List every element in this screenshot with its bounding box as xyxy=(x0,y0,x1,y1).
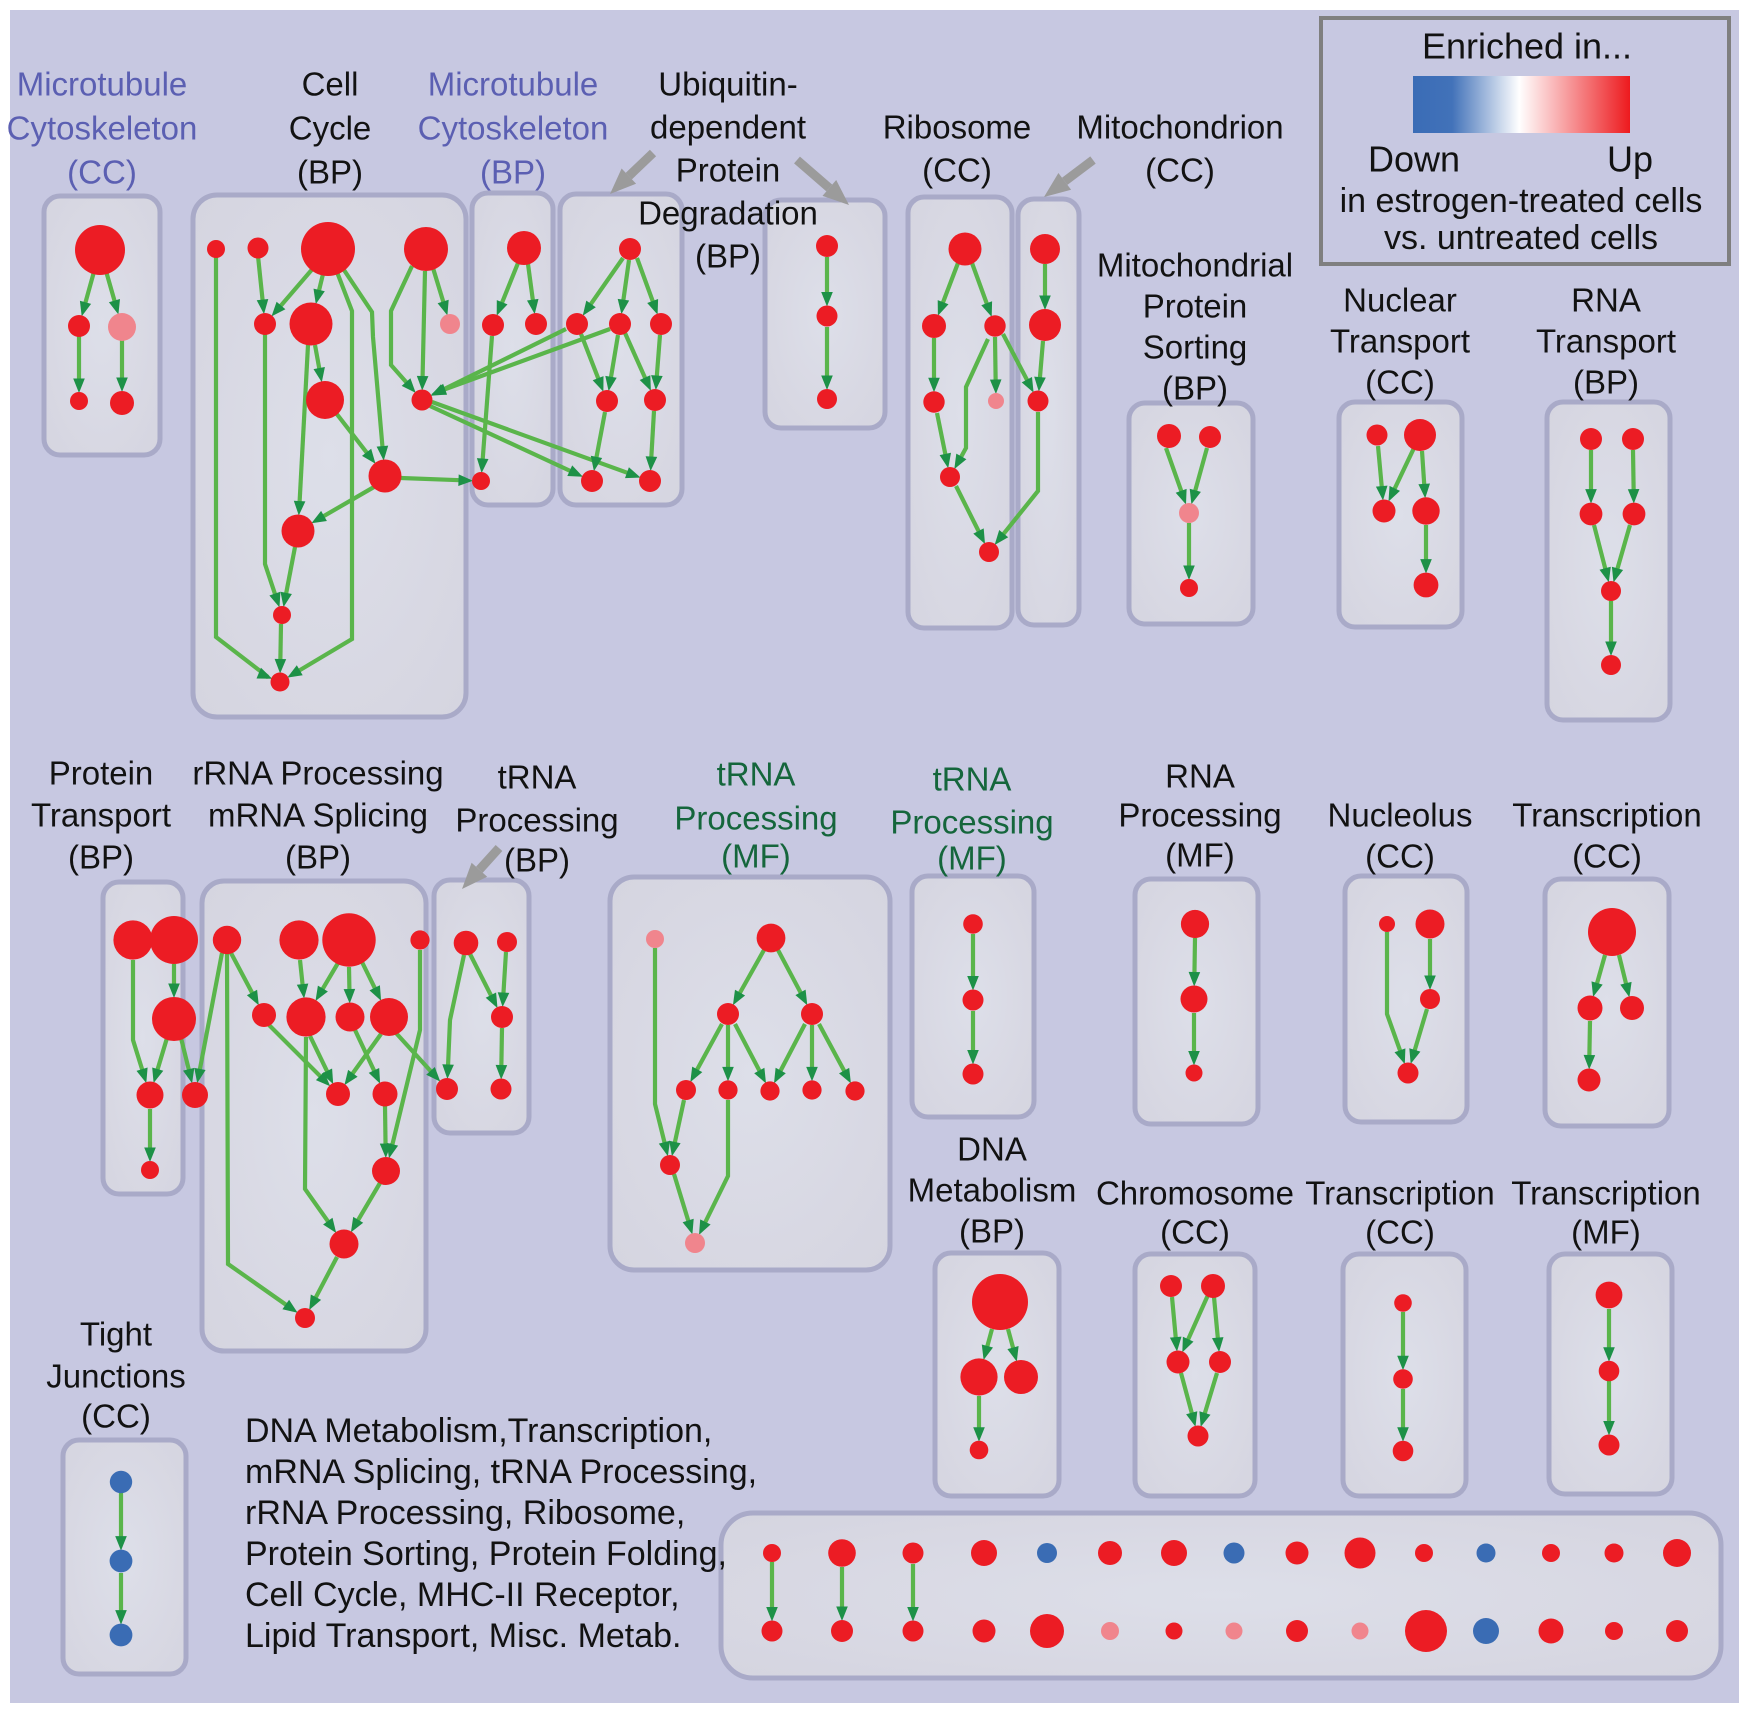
svg-text:(CC): (CC) xyxy=(81,1398,151,1435)
svg-text:(BP): (BP) xyxy=(480,154,546,191)
svg-text:vs. untreated cells: vs. untreated cells xyxy=(1384,219,1658,257)
svg-text:Transport: Transport xyxy=(1536,323,1676,360)
svg-text:Protein: Protein xyxy=(49,755,154,792)
svg-text:Metabolism: Metabolism xyxy=(908,1172,1077,1209)
svg-text:dependent: dependent xyxy=(650,109,806,146)
svg-text:(BP): (BP) xyxy=(695,238,761,275)
svg-text:Sorting: Sorting xyxy=(1143,329,1248,366)
svg-text:(CC): (CC) xyxy=(1572,838,1642,875)
svg-text:Transcription: Transcription xyxy=(1512,797,1702,834)
svg-text:(BP): (BP) xyxy=(68,839,134,876)
svg-text:Enriched in...: Enriched in... xyxy=(1422,26,1632,67)
svg-text:Degradation: Degradation xyxy=(638,195,818,232)
svg-text:(MF): (MF) xyxy=(1571,1214,1641,1251)
svg-text:Cell: Cell xyxy=(302,66,359,103)
svg-text:(BP): (BP) xyxy=(504,842,570,879)
svg-text:in estrogen-treated cells: in estrogen-treated cells xyxy=(1340,182,1703,220)
svg-text:(BP): (BP) xyxy=(285,839,351,876)
svg-text:DNA: DNA xyxy=(957,1131,1027,1168)
svg-text:Transport: Transport xyxy=(1330,323,1470,360)
svg-text:(MF): (MF) xyxy=(937,840,1007,877)
svg-text:tRNA: tRNA xyxy=(717,756,796,793)
svg-text:Down: Down xyxy=(1368,139,1460,180)
svg-text:Cell Cycle, MHC-II Receptor,: Cell Cycle, MHC-II Receptor, xyxy=(245,1576,680,1614)
svg-text:Protein Sorting, Protein Foldi: Protein Sorting, Protein Folding, xyxy=(245,1535,727,1573)
svg-text:Nuclear: Nuclear xyxy=(1343,282,1457,319)
svg-text:(CC): (CC) xyxy=(1365,838,1435,875)
svg-text:Ubiquitin-: Ubiquitin- xyxy=(658,66,797,103)
svg-text:rRNA Processing: rRNA Processing xyxy=(192,755,443,792)
svg-text:Junctions: Junctions xyxy=(46,1358,185,1395)
svg-text:rRNA Processing, Ribosome,: rRNA Processing, Ribosome, xyxy=(245,1494,685,1532)
svg-text:(CC): (CC) xyxy=(1160,1214,1230,1251)
svg-text:Mitochondrial: Mitochondrial xyxy=(1097,247,1293,284)
svg-text:Ribosome: Ribosome xyxy=(883,109,1032,146)
svg-text:(CC): (CC) xyxy=(922,152,992,189)
svg-text:(MF): (MF) xyxy=(1165,837,1235,874)
svg-text:Up: Up xyxy=(1607,139,1653,180)
svg-text:Chromosome: Chromosome xyxy=(1096,1175,1294,1212)
svg-text:Processing: Processing xyxy=(1118,797,1281,834)
svg-text:Cytoskeleton: Cytoskeleton xyxy=(7,110,198,147)
svg-text:(BP): (BP) xyxy=(1162,370,1228,407)
svg-text:mRNA Splicing, tRNA Processing: mRNA Splicing, tRNA Processing, xyxy=(245,1453,757,1491)
svg-text:Microtubule: Microtubule xyxy=(428,66,599,103)
svg-text:(CC): (CC) xyxy=(1145,152,1215,189)
svg-text:Processing: Processing xyxy=(890,804,1053,841)
svg-text:(CC): (CC) xyxy=(1365,364,1435,401)
svg-text:Tight: Tight xyxy=(80,1316,152,1353)
svg-text:tRNA: tRNA xyxy=(933,761,1012,798)
svg-text:Protein: Protein xyxy=(1143,288,1248,325)
svg-text:Processing: Processing xyxy=(674,800,837,837)
svg-text:Transport: Transport xyxy=(31,797,171,834)
svg-text:(MF): (MF) xyxy=(721,838,791,875)
svg-text:DNA Metabolism,Transcription,: DNA Metabolism,Transcription, xyxy=(245,1412,712,1450)
svg-text:(CC): (CC) xyxy=(1365,1214,1435,1251)
svg-text:(CC): (CC) xyxy=(67,154,137,191)
svg-text:(BP): (BP) xyxy=(297,154,363,191)
svg-text:Cytoskeleton: Cytoskeleton xyxy=(418,110,609,147)
svg-text:tRNA: tRNA xyxy=(498,759,577,796)
svg-text:mRNA Splicing: mRNA Splicing xyxy=(208,797,428,834)
svg-text:Mitochondrion: Mitochondrion xyxy=(1076,109,1283,146)
svg-text:Transcription: Transcription xyxy=(1511,1175,1701,1212)
svg-text:Microtubule: Microtubule xyxy=(17,66,188,103)
svg-text:Protein: Protein xyxy=(676,152,781,189)
svg-text:Processing: Processing xyxy=(455,802,618,839)
svg-text:(BP): (BP) xyxy=(1573,364,1639,401)
svg-text:(BP): (BP) xyxy=(959,1213,1025,1250)
svg-text:Lipid Transport, Misc. Metab.: Lipid Transport, Misc. Metab. xyxy=(245,1617,682,1655)
svg-text:RNA: RNA xyxy=(1165,758,1235,795)
svg-text:Transcription: Transcription xyxy=(1305,1175,1495,1212)
svg-text:Cycle: Cycle xyxy=(289,110,372,147)
svg-text:RNA: RNA xyxy=(1571,282,1641,319)
svg-text:Nucleolus: Nucleolus xyxy=(1328,797,1473,834)
